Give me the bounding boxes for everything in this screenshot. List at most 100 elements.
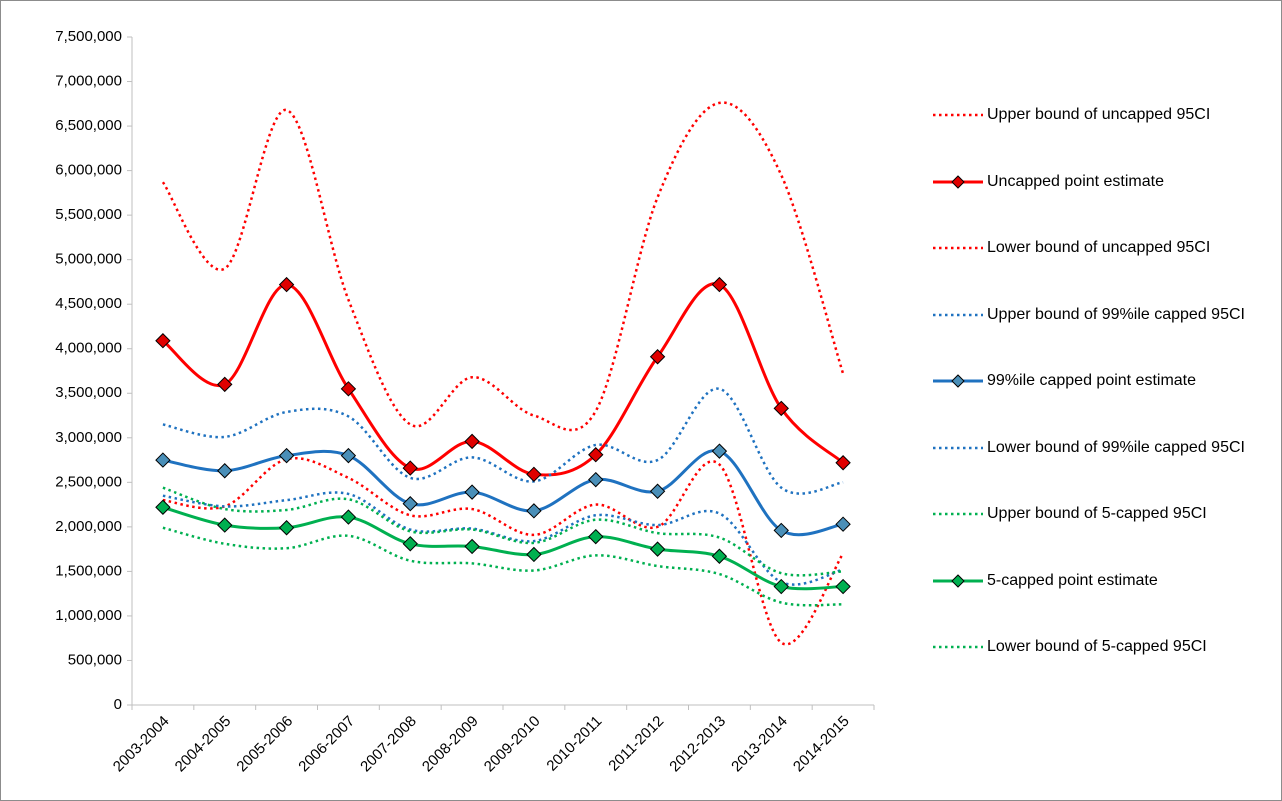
- legend-item: Lower bound of 99%ile capped 95CI: [933, 434, 1273, 462]
- legend-label: 99%ile capped point estimate: [987, 372, 1197, 389]
- x-tick-label: 2014-2015: [790, 713, 853, 776]
- x-tick-label: 2006-2007: [295, 713, 358, 776]
- point-marker: [340, 509, 357, 525]
- legend-item: Lower bound of uncapped 95CI: [933, 234, 1273, 262]
- plot-area: 0 500,000 1,000,000 1,500,000 2,000,000 2,500…: [55, 28, 875, 776]
- x-tick-label: 2004-2005: [172, 713, 235, 776]
- y-tick-label: 7,000,000: [55, 73, 122, 90]
- point-marker: [402, 536, 418, 552]
- series-line: [162, 526, 844, 607]
- y-tick-label: 5,500,000: [55, 206, 122, 223]
- point-marker: [340, 381, 357, 397]
- y-tick-label: 6,000,000: [55, 162, 122, 179]
- series-line: [162, 486, 844, 577]
- x-tick-label: 2008-2009: [419, 713, 482, 776]
- legend-label: Upper bound of 5-capped 95CI: [987, 505, 1207, 522]
- y-tick-label: 3,500,000: [55, 384, 122, 401]
- x-tick-label: 2009-2010: [481, 713, 544, 776]
- legend-label: Upper bound of uncapped 95CI: [987, 106, 1211, 123]
- point-marker: [649, 349, 666, 365]
- legend-marker: [951, 174, 965, 189]
- point-marker: [217, 376, 233, 393]
- point-marker: [217, 463, 233, 479]
- legend-swatch: [933, 446, 983, 449]
- point-marker: [340, 447, 357, 464]
- point-marker: [278, 276, 295, 293]
- point-marker: [835, 516, 851, 532]
- y-tick-label: 2,500,000: [55, 473, 122, 490]
- legend-item: Upper bound of 99%ile capped 95CI: [933, 301, 1273, 329]
- point-marker: [773, 400, 789, 417]
- y-tick-label: 1,500,000: [55, 562, 122, 579]
- y-tick-label: 4,000,000: [55, 340, 122, 357]
- x-tick-label: 2011-2012: [605, 713, 667, 775]
- point-marker: [402, 460, 418, 476]
- x-tick-label: 2007-2008: [357, 713, 420, 776]
- y-tick-label: 3,000,000: [55, 429, 122, 446]
- point-marker: [464, 484, 480, 500]
- point-marker: [278, 520, 295, 536]
- legend-item: Uncapped point estimate: [933, 168, 1273, 196]
- point-marker: [649, 483, 666, 499]
- legend-swatch: [933, 573, 983, 588]
- point-marker: [711, 443, 728, 459]
- legend-label: Lower bound of 5-capped 95CI: [987, 638, 1207, 655]
- legend-swatch: [933, 113, 983, 117]
- legend-item: Upper bound of uncapped 95CI: [933, 101, 1273, 129]
- point-marker: [464, 433, 480, 450]
- point-marker: [464, 538, 480, 555]
- y-tick-label: 500,000: [68, 651, 122, 668]
- point-marker: [835, 455, 851, 471]
- point-marker: [711, 276, 728, 293]
- y-tick-label: 5,000,000: [55, 251, 122, 268]
- x-tick-label: 2003-2004: [110, 713, 173, 776]
- point-marker: [217, 517, 233, 533]
- series-line: [161, 282, 845, 477]
- y-tick-label: 0: [114, 696, 122, 713]
- point-marker: [588, 528, 604, 545]
- point-marker: [649, 541, 666, 557]
- point-marker: [588, 471, 604, 488]
- legend-marker: [951, 374, 965, 388]
- point-marker: [773, 522, 789, 539]
- legend: Upper bound of uncapped 95CI Uncapped poi…: [933, 101, 1273, 661]
- legend-item: 99%ile capped point estimate: [933, 367, 1273, 395]
- point-marker: [588, 447, 604, 463]
- legend-label: Lower bound of uncapped 95CI: [987, 239, 1211, 256]
- legend-swatch: [933, 512, 983, 516]
- y-tick-label: 4,500,000: [55, 295, 122, 312]
- legend-item: Upper bound of 5-capped 95CI: [933, 500, 1273, 528]
- y-tick-label: 7,500,000: [55, 28, 122, 45]
- point-marker: [835, 578, 851, 595]
- legend-swatch: [933, 374, 983, 388]
- legend-label: 5-capped point estimate: [987, 571, 1158, 589]
- y-tick-label: 6,500,000: [55, 117, 122, 134]
- legend-item: Lower bound of 5-capped 95CI: [933, 633, 1273, 661]
- series-line: [162, 449, 844, 537]
- point-marker: [278, 447, 295, 464]
- x-tick-label: 2013-2014: [728, 713, 791, 776]
- legend-label: Uncapped point estimate: [987, 172, 1164, 190]
- point-marker: [773, 578, 789, 595]
- point-marker: [155, 333, 171, 349]
- legend-marker: [951, 573, 965, 588]
- x-tick-label: 2010-2011: [543, 713, 605, 775]
- legend-label: Lower bound of 99%ile capped 95CI: [987, 438, 1245, 456]
- legend-swatch: [933, 313, 983, 316]
- point-marker: [526, 466, 542, 483]
- y-tick-label: 2,000,000: [55, 518, 122, 535]
- point-marker: [526, 503, 542, 519]
- x-tick-label: 2012-2013: [666, 713, 729, 776]
- y-tick-label: 1,000,000: [55, 607, 122, 624]
- legend-swatch: [933, 246, 983, 250]
- point-marker: [155, 452, 171, 468]
- series-line: [162, 387, 844, 495]
- legend-label: Upper bound of 99%ile capped 95CI: [987, 305, 1245, 323]
- point-marker: [526, 546, 542, 563]
- legend-item: 5-capped point estimate: [933, 567, 1273, 595]
- series-line: [161, 101, 845, 432]
- point-marker: [402, 496, 418, 512]
- point-marker: [711, 548, 728, 564]
- point-marker: [155, 499, 171, 515]
